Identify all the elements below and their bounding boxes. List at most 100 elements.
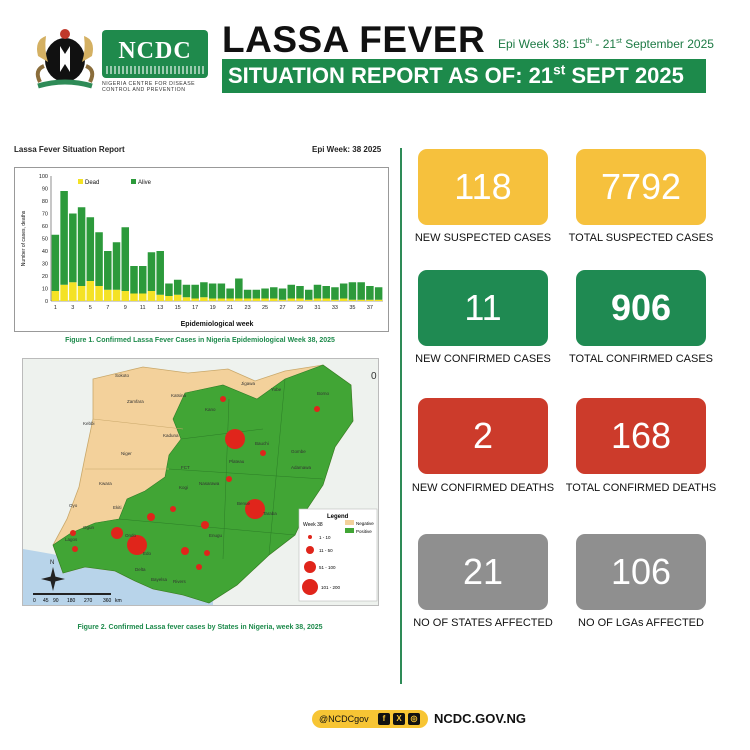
bar-alive: [252, 289, 261, 299]
x-tick-label: 1: [54, 305, 57, 311]
bar-alive: [243, 289, 252, 299]
case-bubble: [70, 530, 76, 536]
bar-alive: [112, 242, 121, 290]
bar-dead: [226, 298, 234, 301]
map-state-label: Gombe: [291, 449, 306, 454]
map-state-labels: Sokoto Zamfara Katsina Kano Kebbi Niger Kaduna…: [65, 373, 330, 584]
bar-alive: [331, 287, 339, 300]
bar-dead: [60, 284, 68, 301]
bar-alive: [147, 252, 156, 291]
social-handle-pill[interactable]: @NCDCgov f X ◎: [312, 710, 428, 728]
case-bubble: [260, 450, 266, 456]
legend-size-3: [304, 561, 316, 573]
legend-label-negative: Negative: [356, 521, 374, 526]
legend-label-positive: Positive: [356, 529, 372, 534]
map-legend-title: Legend: [327, 514, 349, 520]
bar-dead: [69, 282, 77, 301]
legend-swatch-negative: [345, 520, 354, 525]
bar-alive: [173, 279, 182, 295]
map-state-label: Benue: [237, 501, 251, 506]
stat-card-lgas-affected: 106: [576, 534, 706, 610]
scale-label: 0: [33, 598, 36, 604]
stat-card-new-confirmed: 11: [418, 270, 548, 346]
legend-size-4: [302, 579, 318, 595]
legend-size-label: 1 - 10: [319, 535, 331, 540]
legend-size-label: 101 - 200: [321, 585, 341, 590]
bar-dead: [165, 296, 173, 301]
bar-alive: [357, 282, 365, 300]
map-state-boundary: [168, 468, 324, 480]
bar-dead: [191, 298, 199, 301]
bar-dead: [104, 289, 112, 301]
bar-dead: [182, 297, 191, 301]
bar-alive: [200, 282, 208, 298]
x-tick-label: 15: [175, 305, 181, 311]
stat-label-states-affected: NO OF STATES AFFECTED: [413, 617, 553, 629]
x-tick-label: 33: [332, 305, 338, 311]
map-state-label: Enugu: [209, 533, 223, 538]
bar-alive: [86, 217, 95, 281]
map-state-label: Oyo: [69, 503, 78, 508]
case-bubble: [170, 506, 176, 512]
bar-dead: [270, 298, 278, 301]
bar-dead: [147, 291, 156, 301]
x-tick-label: 25: [262, 305, 268, 311]
bar-dead: [200, 297, 208, 301]
stat-card-total-deaths: 168: [576, 398, 706, 474]
x-tick-label: 35: [349, 305, 355, 311]
legend-size-2: [306, 546, 314, 554]
facebook-icon[interactable]: f: [378, 713, 390, 725]
x-icon[interactable]: X: [393, 713, 405, 725]
bar-dead: [51, 291, 60, 301]
bar-dead: [121, 291, 130, 301]
map-state-label: Jigawa: [241, 381, 256, 386]
situation-report-banner: SITUATION REPORT AS OF: 21st SEPT 2025: [222, 59, 706, 93]
map-state-label: Kogi: [179, 485, 188, 490]
bar-alive: [270, 287, 278, 299]
bar-dead: [77, 286, 86, 301]
map-state-label: Yobe: [271, 387, 282, 392]
bar-alive: [138, 266, 147, 294]
x-tick-label: 29: [297, 305, 303, 311]
case-bubble: [196, 564, 202, 570]
map-scale-bar: 0 45 90 180 270 360 km: [33, 593, 122, 604]
bar-dead: [156, 294, 164, 301]
map-state-label: Borno: [317, 391, 330, 396]
y-tick-label: 100: [39, 174, 48, 180]
y-tick-label: 50: [42, 237, 48, 243]
report-title: Lassa Fever Situation Report: [14, 145, 125, 154]
bar-alive: [130, 266, 138, 294]
bar-alive: [77, 207, 86, 286]
figure-2-caption: Figure 2. Confirmed Lassa fever cases by…: [77, 624, 323, 631]
bar-dead: [278, 299, 287, 301]
page-title: LASSA FEVER: [222, 19, 486, 60]
epi-week-label: Epi Week 38: 15th - 21st September 2025: [498, 36, 714, 51]
stat-label-new-suspected: NEW SUSPECTED CASES: [414, 232, 552, 244]
case-bubble: [201, 521, 209, 529]
ncdc-logo-subtitle-2: CONTROL AND PREVENTION: [102, 87, 186, 93]
bar-dead: [217, 298, 226, 301]
bar-alive: [165, 283, 173, 296]
scale-label: 360: [103, 598, 112, 604]
stat-card-new-deaths: 2: [418, 398, 548, 474]
bar-alive: [348, 282, 357, 300]
map-state-label: Bayelsa: [151, 577, 168, 582]
figure-1-caption: Figure 1. Confirmed Lassa Fever Cases in…: [65, 337, 335, 344]
y-tick-label: 0: [45, 299, 48, 305]
bar-dead: [112, 289, 121, 301]
bar-alive: [226, 288, 234, 299]
legend-swatch-positive: [345, 528, 354, 533]
x-tick-label: 5: [89, 305, 92, 311]
bar-dead: [130, 293, 138, 301]
legend-size-label: 11 - 50: [319, 548, 333, 553]
bar-alive: [208, 283, 217, 299]
website-link[interactable]: NCDC.GOV.NG: [434, 711, 526, 726]
stat-label-total-confirmed: TOTAL CONFIRMED CASES: [568, 353, 714, 365]
map-state-label: Zamfara: [127, 399, 144, 404]
instagram-icon[interactable]: ◎: [408, 713, 420, 725]
x-tick-label: 31: [314, 305, 320, 311]
y-tick-label: 70: [42, 212, 48, 218]
bar-dead: [313, 298, 322, 301]
bar-dead: [173, 294, 182, 301]
